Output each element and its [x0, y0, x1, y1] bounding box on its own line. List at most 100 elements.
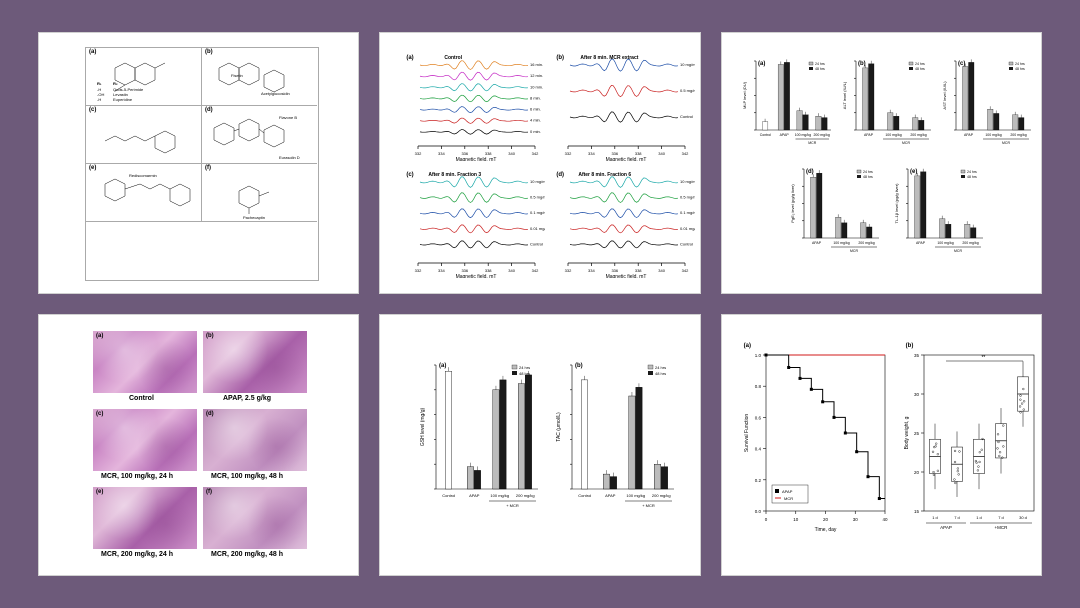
histology-image-a: [93, 331, 197, 393]
histology-image-c: [93, 409, 197, 471]
svg-text:(a): (a): [758, 61, 765, 67]
svg-text:16 min.: 16 min.: [530, 62, 543, 67]
svg-text:(a): (a): [439, 363, 446, 369]
svg-text:338: 338: [635, 151, 642, 156]
svg-text:100 mg/kg: 100 mg/kg: [627, 493, 646, 498]
molecule-c-icon: [95, 111, 195, 159]
bar-chart-tac: TAC (μmol/L)(b)24 hrs48 hrsControlAPAP10…: [552, 355, 680, 515]
svg-text:10 mg/ml: 10 mg/ml: [680, 62, 695, 67]
svg-text:Magnetic field, mT: Magnetic field, mT: [606, 274, 647, 278]
svg-text:(d): (d): [806, 169, 814, 175]
svg-text:332: 332: [565, 151, 572, 156]
compound-name: Acetylglucosidin: [261, 91, 290, 96]
svg-text:Magnetic field, mT: Magnetic field, mT: [456, 157, 497, 161]
svg-text:0.8: 0.8: [754, 384, 761, 389]
svg-text:0 min.: 0 min.: [530, 129, 541, 134]
svg-text:Control: Control: [759, 133, 771, 137]
svg-text:APAP: APAP: [779, 133, 789, 137]
svg-text:342: 342: [682, 268, 689, 273]
svg-text:200 mg/kg: 200 mg/kg: [1010, 133, 1026, 137]
svg-text:200 mg/kg: 200 mg/kg: [962, 241, 978, 245]
svg-text:48 hrs: 48 hrs: [1015, 67, 1025, 71]
svg-text:336: 336: [612, 151, 619, 156]
svg-text:MCR: MCR: [850, 249, 858, 253]
svg-text:30: 30: [852, 517, 858, 522]
svg-text:MCR: MCR: [1002, 141, 1010, 145]
svg-text:0.2: 0.2: [754, 478, 761, 483]
svg-text:340: 340: [509, 268, 516, 273]
svg-text:200 mg/kg: 200 mg/kg: [910, 133, 926, 137]
survival-curve: 0.00.20.40.60.81.0010203040Time, daySurv…: [738, 339, 893, 539]
svg-text:100 mg/kg: 100 mg/kg: [833, 241, 849, 245]
svg-text:340: 340: [509, 151, 516, 156]
epr-chart-a: 332334336338340342Magnetic field, mT16 m…: [400, 51, 545, 161]
svg-text:APAP: APAP: [864, 133, 874, 137]
svg-text:1 d: 1 d: [932, 515, 938, 520]
svg-text:ALT level (IU/L): ALT level (IU/L): [842, 81, 847, 109]
caption: MCR, 200 mg/kg, 48 h: [211, 551, 283, 558]
epr-chart-b: 332334336338340342Magnetic field, mT10 m…: [550, 51, 695, 161]
figure-panel-5-gsh-tac-bars: GSH level (mg/g)(a)24 hrs48 hrsControlAP…: [379, 314, 700, 576]
svg-text:Control: Control: [680, 114, 693, 119]
caption: MCR, 100 mg/kg, 24 h: [101, 473, 173, 480]
svg-text:(e): (e): [910, 169, 917, 175]
histology-image-e: [93, 487, 197, 549]
svg-text:APAP: APAP: [782, 489, 793, 494]
svg-text:10 mg/ml: 10 mg/ml: [680, 179, 695, 184]
svg-text:MCR: MCR: [808, 141, 816, 145]
svg-text:336: 336: [462, 268, 469, 273]
compound-name: Fisetin: [231, 73, 243, 78]
compound-name: Pachecaptin: [243, 215, 265, 220]
svg-text:1.0: 1.0: [754, 353, 761, 358]
svg-text:Magnetic field, mT: Magnetic field, mT: [606, 157, 647, 161]
svg-text:336: 336: [462, 151, 469, 156]
bar-chart-a: MLP level (DU)(a)24 hrs48 hrsControlAPAP…: [740, 53, 835, 148]
bar-chart-d: PgE₂ level (pg/g liver)(d)24 hrs48 hrsAP…: [788, 161, 883, 256]
svg-text:342: 342: [532, 268, 539, 273]
svg-text:1 d: 1 d: [976, 515, 982, 520]
svg-text:200 mg/kg: 200 mg/kg: [516, 493, 535, 498]
histology-image-b: [203, 331, 307, 393]
svg-text:APAP: APAP: [940, 525, 952, 530]
svg-text:4 min.: 4 min.: [530, 118, 541, 123]
svg-text:TL-1β level (pg/g liver): TL-1β level (pg/g liver): [894, 183, 899, 224]
svg-text:MCR: MCR: [902, 141, 910, 145]
svg-text:0.0: 0.0: [754, 509, 761, 514]
svg-text:30 d: 30 d: [1019, 515, 1027, 520]
svg-text:200 mg/kg: 200 mg/kg: [652, 493, 671, 498]
svg-text:APAP: APAP: [605, 493, 616, 498]
compound-name: Rediscomarmin: [129, 173, 157, 178]
svg-text:340: 340: [659, 268, 666, 273]
svg-text:APAP: APAP: [469, 493, 480, 498]
svg-text:24 hrs: 24 hrs: [1015, 62, 1025, 66]
svg-text:200 mg/kg: 200 mg/kg: [813, 133, 829, 137]
svg-text:336: 336: [612, 268, 619, 273]
caption: Control: [129, 395, 154, 402]
epr-chart-d: 332334336338340342Magnetic field, mT10 m…: [550, 168, 695, 278]
compound-name: Eurasolin D: [279, 155, 300, 160]
svg-text:48 hrs: 48 hrs: [967, 175, 977, 179]
bar-chart-e: TL-1β level (pg/g liver) (e) 24 hrs48 hrs A…: [892, 161, 987, 256]
svg-text:TAC (μmol/L): TAC (μmol/L): [556, 412, 562, 442]
svg-text:35: 35: [914, 353, 920, 358]
svg-text:(b): (b): [575, 363, 583, 369]
histology-image-d: [203, 409, 307, 471]
svg-text:APAP: APAP: [916, 241, 926, 245]
svg-text:25: 25: [914, 431, 920, 436]
svg-text:0.01 mg/ml: 0.01 mg/ml: [680, 226, 695, 231]
svg-text:0.5 mg/ml: 0.5 mg/ml: [680, 195, 695, 200]
svg-text:Control: Control: [680, 241, 693, 246]
svg-text:7 d: 7 d: [954, 515, 960, 520]
svg-text:8 min.: 8 min.: [530, 95, 541, 100]
svg-text:48 hrs: 48 hrs: [863, 175, 873, 179]
svg-text:10 mg/ml: 10 mg/ml: [530, 179, 545, 184]
svg-text:AST level (IU/L): AST level (IU/L): [942, 81, 947, 110]
svg-text:48 hrs: 48 hrs: [655, 371, 666, 376]
svg-text:342: 342: [532, 151, 539, 156]
svg-text:40: 40: [882, 517, 888, 522]
svg-text:24 hrs: 24 hrs: [967, 170, 977, 174]
svg-text:APAP: APAP: [964, 133, 974, 137]
svg-text:48 hrs: 48 hrs: [915, 67, 925, 71]
svg-text:30: 30: [914, 392, 920, 397]
svg-text:APAP: APAP: [812, 241, 822, 245]
